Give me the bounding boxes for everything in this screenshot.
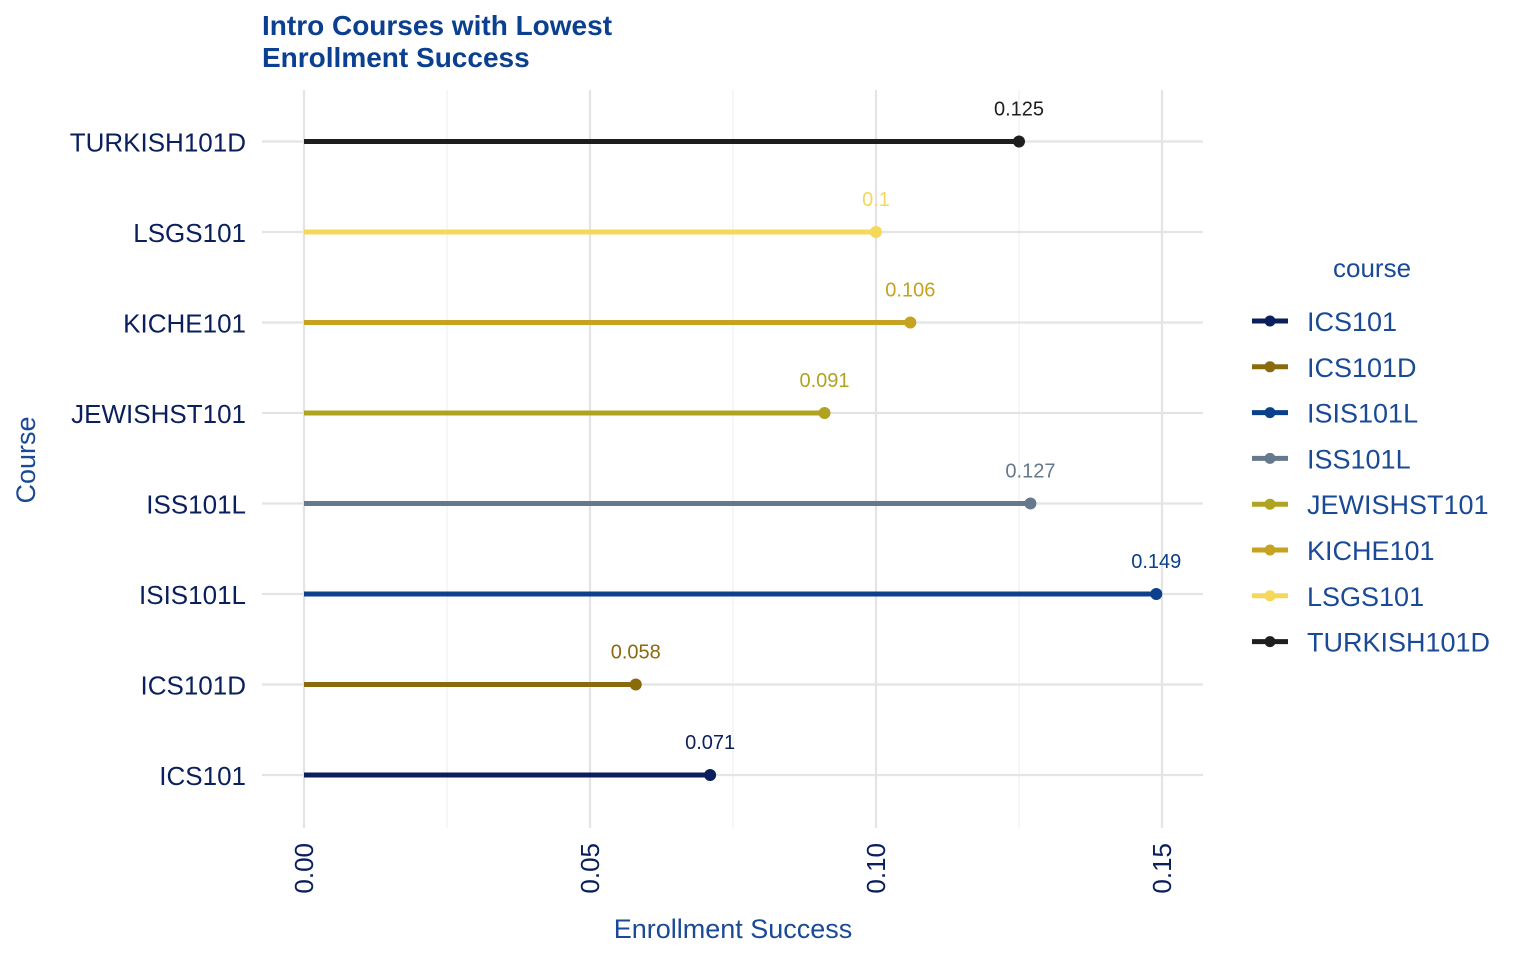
lollipop-point-turkish101d [1013,135,1025,148]
grid-layer [262,90,1203,828]
chart-title-line-2: Enrollment Success [262,42,530,73]
legend-label: ICS101D [1307,353,1417,383]
legend-item-ics101d: ICS101D [1252,353,1417,383]
x-tick-label: 0.15 [1147,843,1177,894]
legend-key-point [1264,590,1276,602]
lollipop-point-isis101l [1150,588,1163,600]
lollipop-point-ics101 [704,769,717,781]
data-label-kiche101: 0.106 [885,280,935,302]
legend-item-jewishst101: JEWISHST101 [1252,490,1489,520]
x-axis: 0.00 0.05 0.10 0.15 [289,843,1177,894]
y-tick-label-isis101l: ISIS101L [139,580,246,610]
x-tick-label: 0.00 [289,843,319,894]
legend-label: ICS101 [1307,307,1397,337]
lollipop-point-jewishst101 [818,407,831,419]
chart-title-line-1: Intro Courses with Lowest [262,10,612,41]
data-labels-layer: 0.071 0.058 0.149 0.127 0.091 0.106 0.1 0.125 [611,99,1182,755]
data-label-turkish101d: 0.125 [994,99,1044,121]
legend-label: ISS101L [1307,444,1411,474]
y-tick-label-lsgs101: LSGS101 [133,218,246,248]
legend: course ICS101 ICS101D ISIS101L ISS101L JEWIS… [1252,253,1490,658]
y-tick-label-jewishst101: JEWISHST101 [71,399,246,429]
legend-title: course [1333,253,1411,283]
data-label-isis101l: 0.149 [1131,551,1181,573]
data-label-iss101l: 0.127 [1005,461,1055,483]
x-tick-label: 0.10 [861,843,891,894]
legend-key-point [1264,315,1276,327]
legend-key-point [1264,361,1276,373]
y-tick-label-turkish101d: TURKISH101D [70,128,246,158]
y-axis-title: Course [11,416,41,503]
lollipop-point-ics101d [629,678,642,691]
y-tick-label-kiche101: KICHE101 [123,309,246,339]
legend-key-point [1264,636,1276,648]
lollipop-point-kiche101 [904,316,917,329]
data-label-jewishst101: 0.091 [799,370,849,392]
legend-item-turkish101d: TURKISH101D [1252,628,1490,658]
y-tick-label-iss101l: ISS101L [146,490,246,520]
legend-key-point [1264,407,1276,419]
legend-label: JEWISHST101 [1307,490,1489,520]
legend-item-isis101l: ISIS101L [1252,399,1418,429]
legend-key-point [1264,452,1276,464]
legend-label: KICHE101 [1307,536,1435,566]
legend-item-iss101l: ISS101L [1252,444,1411,474]
x-tick-label: 0.05 [575,843,605,894]
x-axis-title: Enrollment Success [614,914,853,944]
legend-item-kiche101: KICHE101 [1252,536,1435,566]
lollipop-point-iss101l [1024,497,1037,510]
data-label-lsgs101: 0.1 [862,189,890,211]
legend-label: LSGS101 [1307,582,1424,612]
y-tick-label-ics101d: ICS101D [141,671,247,701]
data-label-ics101: 0.071 [685,732,735,754]
y-axis: ICS101 ICS101D ISIS101L ISS101L JEWISHST101 K… [70,128,246,792]
y-tick-label-ics101: ICS101 [159,761,246,791]
legend-key-point [1264,544,1276,556]
lollipop-point-lsgs101 [870,226,882,238]
legend-label: ISIS101L [1307,399,1418,429]
legend-label: TURKISH101D [1307,628,1490,658]
legend-item-ics101: ICS101 [1252,307,1397,337]
legend-key-point [1264,498,1276,510]
legend-item-lsgs101: LSGS101 [1252,582,1424,612]
marks-layer [304,135,1163,781]
data-label-ics101d: 0.058 [611,642,661,664]
